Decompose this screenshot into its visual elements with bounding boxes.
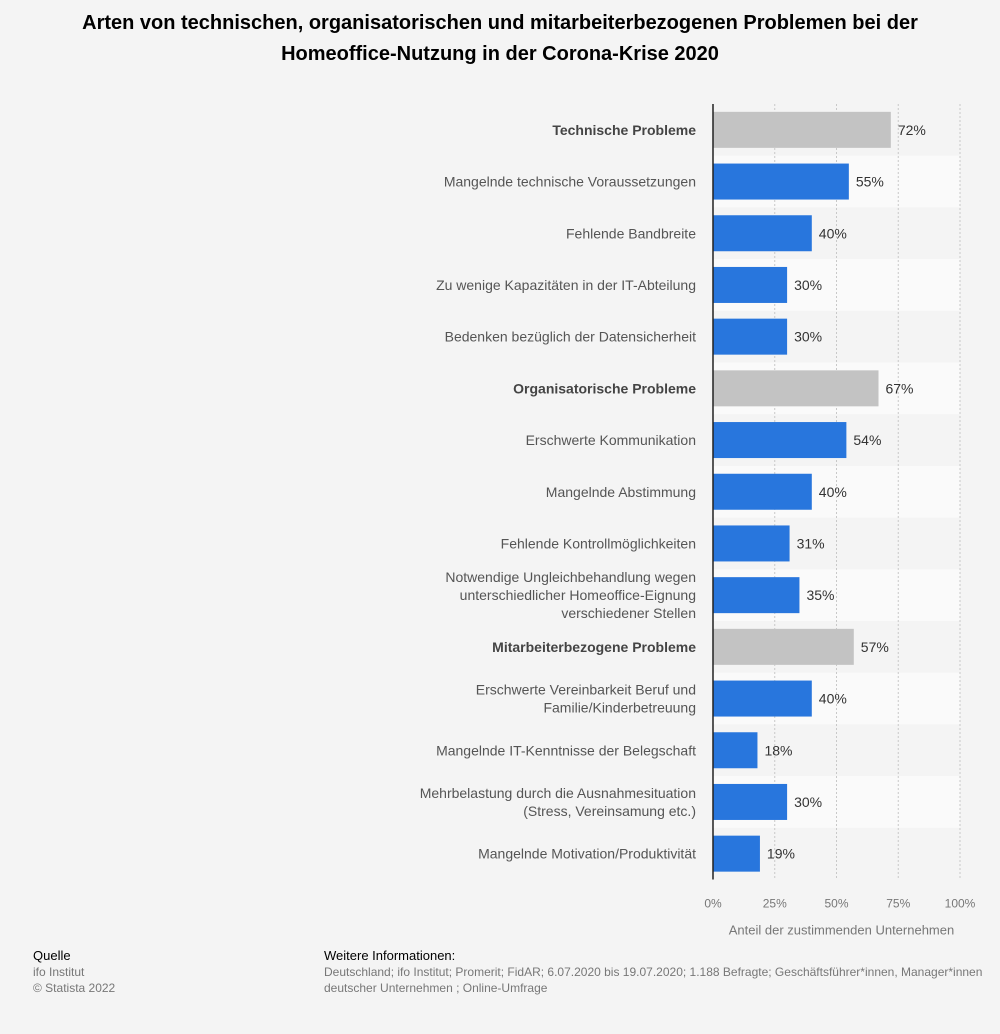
- category-label: Mehrbelastung durch die Ausnahmesituatio…: [420, 785, 696, 801]
- info-heading: Weitere Informationen:: [324, 948, 456, 963]
- source-line: © Statista 2022: [33, 981, 116, 995]
- value-label: 72%: [898, 122, 926, 138]
- category-label: verschiedener Stellen: [561, 605, 696, 621]
- bar: [713, 577, 800, 614]
- x-tick-label: 75%: [886, 897, 910, 911]
- bar: [713, 525, 790, 562]
- bar: [713, 111, 891, 148]
- source-line: ifo Institut: [33, 965, 85, 979]
- value-label: 30%: [794, 277, 822, 293]
- value-label: 57%: [861, 639, 889, 655]
- category-label: Notwendige Ungleichbehandlung wegen: [445, 569, 696, 585]
- info-block: Weitere Informationen: Deutschland; ifo …: [324, 948, 1000, 996]
- bar: [713, 680, 812, 717]
- value-label: 67%: [885, 380, 913, 396]
- value-label: 31%: [797, 535, 825, 551]
- category-label: Mangelnde technische Voraussetzungen: [444, 174, 696, 190]
- bar: [713, 783, 788, 820]
- category-label: Fehlende Bandbreite: [566, 225, 696, 241]
- value-label: 30%: [794, 794, 822, 810]
- info-line: deutscher Unternehmen ; Online-Umfrage: [324, 981, 548, 995]
- bar: [713, 266, 788, 303]
- category-label: unterschiedlicher Homeoffice-Eignung: [460, 587, 696, 603]
- value-label: 35%: [806, 587, 834, 603]
- category-label: Zu wenige Kapazitäten in der IT-Abteilun…: [436, 277, 696, 293]
- value-label: 30%: [794, 329, 822, 345]
- bar: [713, 628, 854, 665]
- bar: [713, 835, 760, 872]
- category-label: Mangelnde IT-Kenntnisse der Belegschaft: [436, 742, 696, 758]
- category-label: Organisatorische Probleme: [513, 380, 696, 396]
- source-heading: Quelle: [33, 948, 71, 963]
- x-tick-label: 25%: [763, 897, 787, 911]
- chart-title: Arten von technischen, organisatorischen…: [82, 12, 918, 65]
- source-block: Quelle ifo Institut © Statista 2022: [33, 948, 283, 996]
- category-label: Erschwerte Kommunikation: [526, 432, 696, 448]
- bar: [713, 473, 812, 510]
- info-line: Deutschland; ifo Institut; Promerit; Fid…: [324, 965, 983, 979]
- value-label: 18%: [764, 742, 792, 758]
- category-label: Familie/Kinderbetreuung: [543, 700, 696, 716]
- category-label: Mitarbeiterbezogene Probleme: [492, 639, 696, 655]
- bar-chart: 72% Technische Probleme 55% Mangelnde techn…: [420, 104, 976, 938]
- category-label: Mangelnde Abstimmung: [546, 484, 696, 500]
- bar: [713, 732, 758, 769]
- x-axis-title: Anteil der zustimmenden Unternehmen: [729, 923, 954, 938]
- bar: [713, 422, 847, 459]
- category-label: Bedenken bezüglich der Datensicherheit: [445, 329, 696, 345]
- bar: [713, 318, 788, 355]
- x-tick-label: 50%: [824, 897, 848, 911]
- x-tick-label: 100%: [945, 897, 976, 911]
- value-label: 40%: [819, 225, 847, 241]
- bar: [713, 370, 879, 407]
- bar: [713, 163, 849, 200]
- category-label: Fehlende Kontrollmöglichkeiten: [501, 535, 696, 551]
- value-label: 40%: [819, 691, 847, 707]
- value-label: 19%: [767, 846, 795, 862]
- category-label: Erschwerte Vereinbarkeit Beruf und: [476, 682, 696, 698]
- category-label: (Stress, Vereinsamung etc.): [523, 803, 696, 819]
- category-label: Mangelnde Motivation/Produktivität: [478, 846, 696, 862]
- value-label: 54%: [853, 432, 881, 448]
- value-label: 55%: [856, 174, 884, 190]
- bar: [713, 215, 812, 252]
- category-label: Technische Probleme: [552, 122, 696, 138]
- x-tick-label: 0%: [704, 897, 722, 911]
- value-label: 40%: [819, 484, 847, 500]
